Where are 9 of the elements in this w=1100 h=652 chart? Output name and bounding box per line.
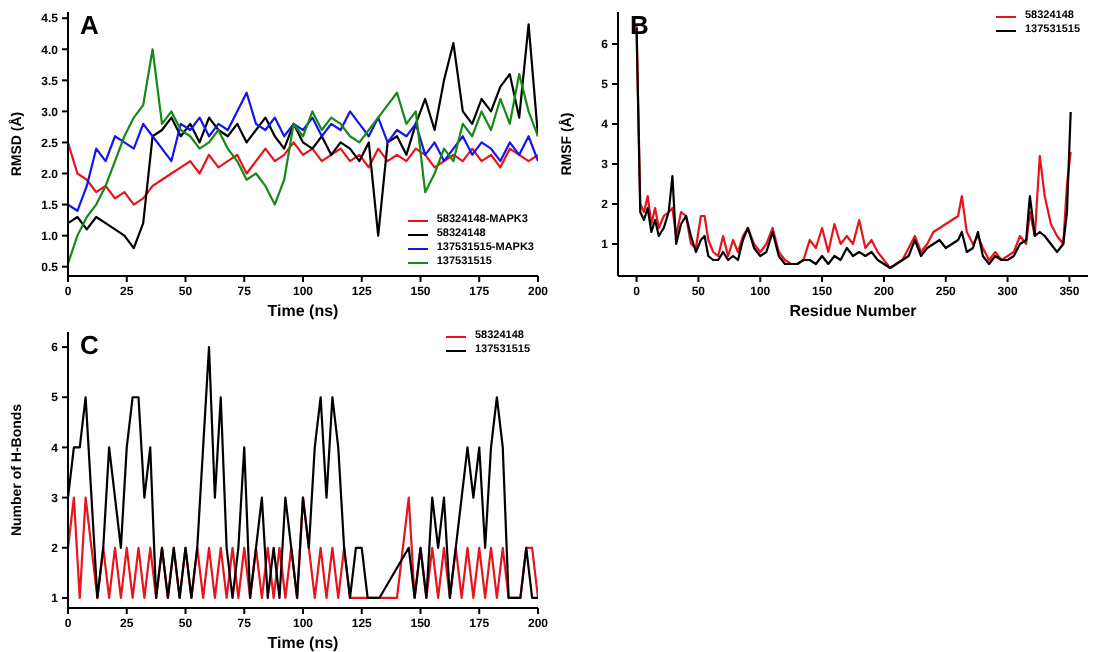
line-series <box>68 91 538 212</box>
chart-title: B <box>630 10 649 40</box>
chart-title: A <box>80 10 99 40</box>
chart-title: C <box>80 330 99 360</box>
line-series <box>68 141 538 206</box>
x-axis-title: Time (ns) <box>267 634 340 652</box>
x-axis-title: Time (ns) <box>267 302 340 320</box>
x-axis-title: Residue Number <box>789 302 917 320</box>
line-series <box>68 48 538 265</box>
